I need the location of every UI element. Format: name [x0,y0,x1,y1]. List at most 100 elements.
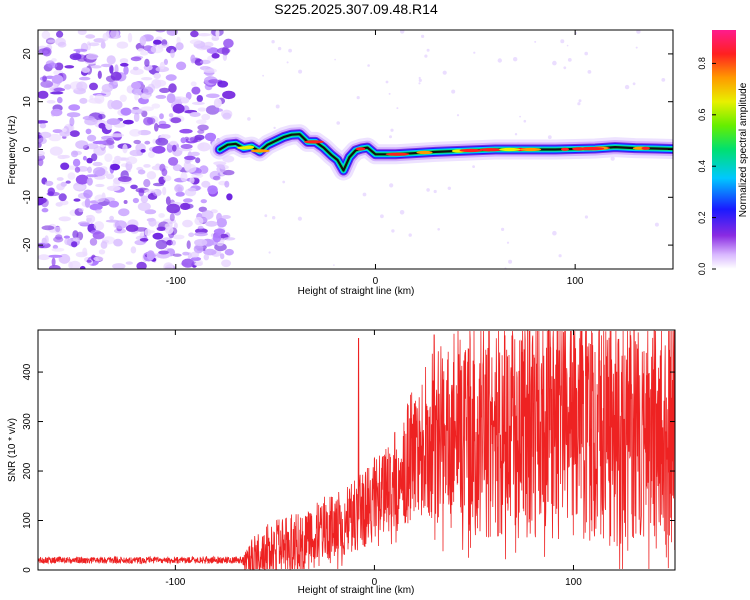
noise-blob [52,129,63,134]
noise-blob [197,225,204,230]
noise-speck [390,128,394,132]
noise-blob [74,166,81,173]
noise-blob [172,103,185,114]
noise-blob [176,61,187,71]
noise-speck [426,48,430,52]
noise-blob [110,100,123,110]
noise-speck [389,135,392,139]
noise-speck [272,216,276,220]
noise-blob [51,74,64,84]
noise-speck [396,107,399,110]
noise-blob [203,254,209,261]
noise-blob [184,163,197,173]
noise-blob [182,219,193,228]
noise-blob [201,180,211,188]
noise-blob [205,105,220,115]
noise-blob [137,129,151,136]
noise-speck [275,104,280,109]
colorbar-tick-label: 0.6 [697,109,707,122]
snr-ylabel: SNR (10 * v/v) [7,418,18,482]
noise-blob [119,58,129,64]
noise-speck [334,58,336,61]
noise-blob [197,124,209,131]
noise-blob [78,76,91,81]
colorbar-tick-label: 0.2 [697,211,707,224]
noise-speck [635,46,638,49]
noise-blob [221,259,232,268]
noise-blob [105,219,120,223]
snr-y-tick-label: 100 [22,512,33,529]
spectrogram-ylabel: Frequency (Hz) [7,116,18,185]
noise-blob [81,67,91,73]
noise-blob [87,166,92,174]
noise-blob [59,130,71,137]
noise-speck [418,76,421,80]
noise-blob [205,220,218,227]
noise-blob [140,51,149,56]
noise-blob [214,108,223,112]
noise-blob [109,215,114,221]
snr-x-ticks: -100 0 100 [165,330,582,588]
noise-blob [71,241,78,248]
noise-blob [188,232,195,238]
noise-speck [282,180,286,184]
noise-blob [114,64,119,74]
noise-blob [169,140,178,146]
noise-blob [89,82,98,91]
noise-blob [77,221,90,226]
noise-blob [78,208,84,213]
noise-blob [147,151,155,158]
noise-blob [46,100,56,104]
noise-blob [130,108,144,115]
noise-blob [195,119,207,125]
noise-speck [567,58,572,62]
ridge-hotspot [581,147,605,151]
noise-blob [184,155,196,161]
noise-blob [226,193,233,201]
noise-blob [64,84,72,90]
noise-blob [189,176,195,184]
noise-blob [103,197,116,202]
colorbar-label: Normalized spectral amplitude [738,82,749,217]
ridge-hotspot [641,146,650,150]
noise-blob [41,225,55,231]
colorbar-tick-label: 0.0 [697,263,707,276]
noise-blob [86,157,93,164]
noise-blob [194,239,208,247]
noise-blob [73,48,88,52]
noise-blob [166,203,181,214]
noise-speck [437,228,441,231]
noise-blob [70,150,79,158]
noise-blob [69,130,80,138]
ridge-hotspot [561,147,569,151]
noise-blob [165,196,171,206]
noise-blob [174,184,184,193]
noise-blob [152,145,166,154]
noise-speck [473,51,476,54]
noise-blob [49,146,63,156]
noise-blob [223,38,234,48]
noise-blob [197,107,207,112]
noise-blob [158,250,170,255]
noise-speck [388,92,391,95]
noise-blob [110,163,120,171]
noise-blob [51,257,56,267]
noise-speck [563,66,567,70]
noise-blob [76,81,88,92]
noise-speck [534,40,537,43]
noise-blob [194,216,204,226]
noise-blob [68,104,81,111]
noise-speck [247,117,251,121]
noise-blob [106,55,116,65]
spectrogram-y-tick-label: 20 [22,48,33,60]
noise-blob [193,244,204,254]
noise-speck [298,69,303,74]
noise-blob [190,151,200,157]
noise-blob [197,33,211,37]
noise-blob [152,232,164,240]
noise-blob [163,262,174,269]
noise-blob [154,79,167,87]
noise-blob [199,59,211,65]
noise-blob [56,30,64,38]
